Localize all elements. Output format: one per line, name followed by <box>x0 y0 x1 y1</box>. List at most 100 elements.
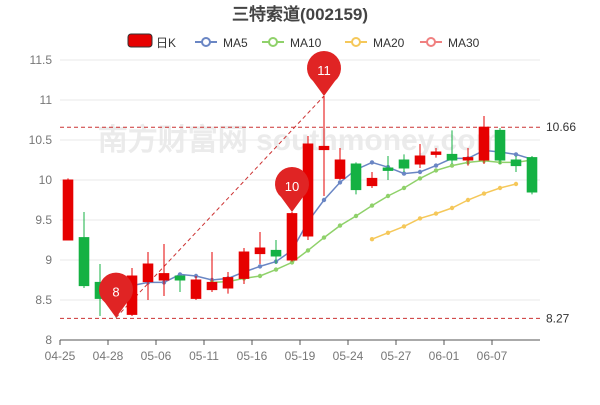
ma5-point <box>433 163 439 168</box>
ma10-point <box>305 248 311 253</box>
candle-body <box>478 126 490 161</box>
ma20-point <box>369 237 375 242</box>
ma5-line <box>131 149 533 287</box>
candle-body <box>222 277 234 289</box>
low-reference-label: 8.27 <box>546 311 570 325</box>
x-tick-label: 05-19 <box>285 349 316 363</box>
legend-label: MA20 <box>373 36 405 50</box>
y-tick-label: 10.5 <box>29 133 53 147</box>
candle-body <box>366 177 378 187</box>
x-tick-label: 05-11 <box>189 349 219 363</box>
candle-body <box>398 159 410 169</box>
candle-body <box>430 151 442 155</box>
ma20-point <box>433 211 439 216</box>
candle-body <box>158 273 170 281</box>
legend-label: MA5 <box>223 36 248 50</box>
x-tick-label: 06-07 <box>477 349 508 363</box>
ma20-point <box>401 224 407 229</box>
legend-swatch-kline <box>127 33 153 48</box>
ma20-point <box>481 191 487 196</box>
ma10-point <box>417 176 423 181</box>
candle-body <box>382 167 394 171</box>
ma10-point <box>337 223 343 228</box>
y-tick-label: 10 <box>39 173 53 187</box>
ma20-point <box>385 230 391 235</box>
legend-label: MA10 <box>290 36 322 50</box>
chart-grid <box>60 59 540 341</box>
mid-marker-pin <box>275 167 309 212</box>
y-tick-label: 11.5 <box>30 53 53 67</box>
ma10-point <box>289 260 295 265</box>
x-axis: 04-25 04-28 05-06 05-11 05-16 05-19 05-24 05-27… <box>45 340 508 363</box>
x-tick-label: 05-16 <box>237 349 268 363</box>
ma20-point <box>449 205 455 211</box>
legend-marker <box>426 37 436 47</box>
moving-average-lines <box>129 148 535 288</box>
candle-body <box>286 213 298 261</box>
candle-body <box>174 275 186 281</box>
y-tick-label: 8.5 <box>35 293 52 307</box>
ma5-point <box>257 264 263 269</box>
candle-body <box>510 159 522 167</box>
ma20-point <box>465 197 471 203</box>
candle-body <box>254 247 266 255</box>
high-reference-label: 10.66 <box>546 120 576 134</box>
ma5-point <box>513 152 519 157</box>
x-tick-label: 04-28 <box>93 349 124 363</box>
ma10-point <box>385 193 391 199</box>
ma10-point <box>449 163 455 168</box>
ma5-point <box>417 169 423 175</box>
ma10-point <box>369 203 375 208</box>
x-tick-label: 05-06 <box>141 349 172 363</box>
ma20-point <box>513 181 519 187</box>
ma5-point <box>321 197 327 203</box>
candle-body <box>462 157 474 161</box>
ma5-point <box>401 171 407 176</box>
candle-body <box>414 155 426 165</box>
high-marker-pin <box>307 51 341 96</box>
y-tick-label: 8 <box>45 333 52 347</box>
candle-body <box>190 279 202 299</box>
candle-body <box>142 263 154 283</box>
legend-marker <box>201 37 211 47</box>
ma5-point <box>369 160 375 165</box>
ma10-point <box>321 235 327 240</box>
low-marker-pin <box>99 272 133 318</box>
y-tick-label: 11 <box>40 93 53 107</box>
ma20-point <box>417 216 423 221</box>
candle-body <box>334 159 346 179</box>
legend-marker <box>351 37 361 47</box>
ma5-point <box>177 272 183 277</box>
candle-body <box>318 145 330 151</box>
legend-marker <box>268 37 278 47</box>
candle-body <box>62 179 74 241</box>
ma10-point <box>273 267 279 272</box>
candle-body <box>350 163 362 191</box>
ma10-point <box>401 185 407 191</box>
low-marker-label: 8 <box>112 285 119 300</box>
y-tick-label: 9.5 <box>35 213 52 227</box>
ma10-point <box>353 213 359 219</box>
high-marker-label: 11 <box>317 63 331 78</box>
price-markers: 11 10 8 <box>99 51 341 318</box>
candle-body <box>270 249 282 257</box>
x-tick-label: 04-25 <box>45 349 76 363</box>
ma20-line <box>371 183 517 240</box>
ma5-point <box>337 180 343 185</box>
candle-body <box>494 129 506 161</box>
candle-body <box>446 153 458 161</box>
ma10-point <box>433 168 439 173</box>
x-tick-label: 05-24 <box>333 349 364 363</box>
legend-label: 日K <box>156 36 176 50</box>
chart-title: 三特索道(002159) <box>232 4 368 24</box>
chart-legend: 日K MA5 MA10 MA20 MA30 <box>127 33 480 50</box>
candle-body <box>238 251 250 279</box>
y-tick-label: 9 <box>45 253 52 267</box>
ma10-point <box>257 273 263 279</box>
candle-body <box>206 281 218 291</box>
x-tick-label: 05-27 <box>381 349 412 363</box>
legend-label: MA30 <box>448 36 480 50</box>
ma20-point <box>497 185 503 191</box>
